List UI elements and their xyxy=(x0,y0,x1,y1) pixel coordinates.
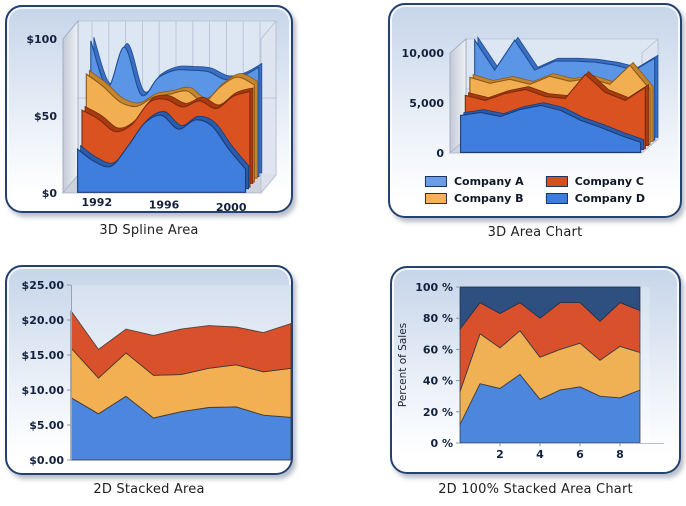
chart-caption-2d-100pct-stacked-area: 2D 100% Stacked Area Chart xyxy=(438,482,633,497)
legend-label-company-d: Company D xyxy=(574,192,646,205)
chart-legend: Company A Company B Company C Company D xyxy=(424,175,646,205)
svg-text:$20.00: $20.00 xyxy=(22,314,65,327)
svg-text:0 %: 0 % xyxy=(430,437,453,450)
svg-text:5,000: 5,000 xyxy=(409,97,444,110)
legend-label-company-c: Company C xyxy=(574,175,644,188)
chart-caption-3d-spline-area: 3D Spline Area xyxy=(99,223,199,238)
svg-text:$0: $0 xyxy=(42,187,58,200)
svg-text:2000: 2000 xyxy=(216,201,247,211)
3d-area-chart: 0 5,000 10,000 xyxy=(402,35,660,160)
svg-text:40 %: 40 % xyxy=(423,375,453,388)
svg-text:1992: 1992 xyxy=(81,196,112,209)
3d-spline-area-chart: $0 $50 $100 1992 1996 2000 xyxy=(26,19,277,212)
svg-text:8: 8 xyxy=(616,448,624,461)
chart-caption-3d-area-chart: 3D Area Chart xyxy=(487,225,583,240)
svg-text:60 %: 60 % xyxy=(423,343,453,356)
svg-text:6: 6 xyxy=(576,448,584,461)
svg-text:4: 4 xyxy=(536,448,544,461)
legend-item-company-d: Company D xyxy=(545,192,646,205)
legend-swatch-company-a-icon xyxy=(424,176,447,187)
panel-2d-100pct-stacked-area: 2 4 6 8 Percent of Sales 0 % 20 % 40 % 60 % 80 % 1… xyxy=(390,266,681,474)
panel-3d-area-chart: 0 5,000 10,000 Company A Company B Company… xyxy=(388,3,682,218)
svg-text:$50: $50 xyxy=(34,110,57,123)
legend-label-company-a: Company A xyxy=(453,175,524,188)
svg-text:1996: 1996 xyxy=(149,199,180,212)
legend-item-company-a: Company A xyxy=(424,175,524,188)
2d-100pct-stacked-area-chart: 2 4 6 8 Percent of Sales 0 % 20 % 40 % 60 % 80 % 1… xyxy=(397,281,664,461)
chart-caption-2d-stacked-area: 2D Stacked Area xyxy=(93,482,205,497)
legend-swatch-company-d-icon xyxy=(545,193,568,204)
svg-text:0: 0 xyxy=(436,147,444,160)
svg-text:$10.00: $10.00 xyxy=(22,384,65,397)
svg-text:Percent of Sales: Percent of Sales xyxy=(397,323,409,407)
legend-item-company-b: Company B xyxy=(424,192,524,205)
legend-swatch-company-b-icon xyxy=(424,193,447,204)
svg-text:80 %: 80 % xyxy=(423,312,453,325)
panel-3d-spline-area: $0 $50 $100 1992 1996 2000 xyxy=(5,5,293,213)
legend-item-company-c: Company C xyxy=(545,175,645,188)
2d-stacked-area-chart: $0.00 $5.00 $10.00 $15.00 $20.00 $25.00 xyxy=(22,279,291,467)
svg-text:$100: $100 xyxy=(26,33,57,46)
svg-text:100 %: 100 % xyxy=(415,281,453,294)
svg-text:$5.00: $5.00 xyxy=(29,419,64,432)
svg-text:$0.00: $0.00 xyxy=(29,454,64,467)
svg-text:2: 2 xyxy=(496,448,504,461)
legend-label-company-b: Company B xyxy=(453,192,524,205)
svg-text:$25.00: $25.00 xyxy=(22,279,65,292)
panel-2d-stacked-area: $0.00 $5.00 $10.00 $15.00 $20.00 $25.00 xyxy=(5,265,293,475)
legend-swatch-company-c-icon xyxy=(545,176,568,187)
svg-text:20 %: 20 % xyxy=(423,406,453,419)
svg-text:10,000: 10,000 xyxy=(402,47,445,60)
svg-text:$15.00: $15.00 xyxy=(22,349,65,362)
